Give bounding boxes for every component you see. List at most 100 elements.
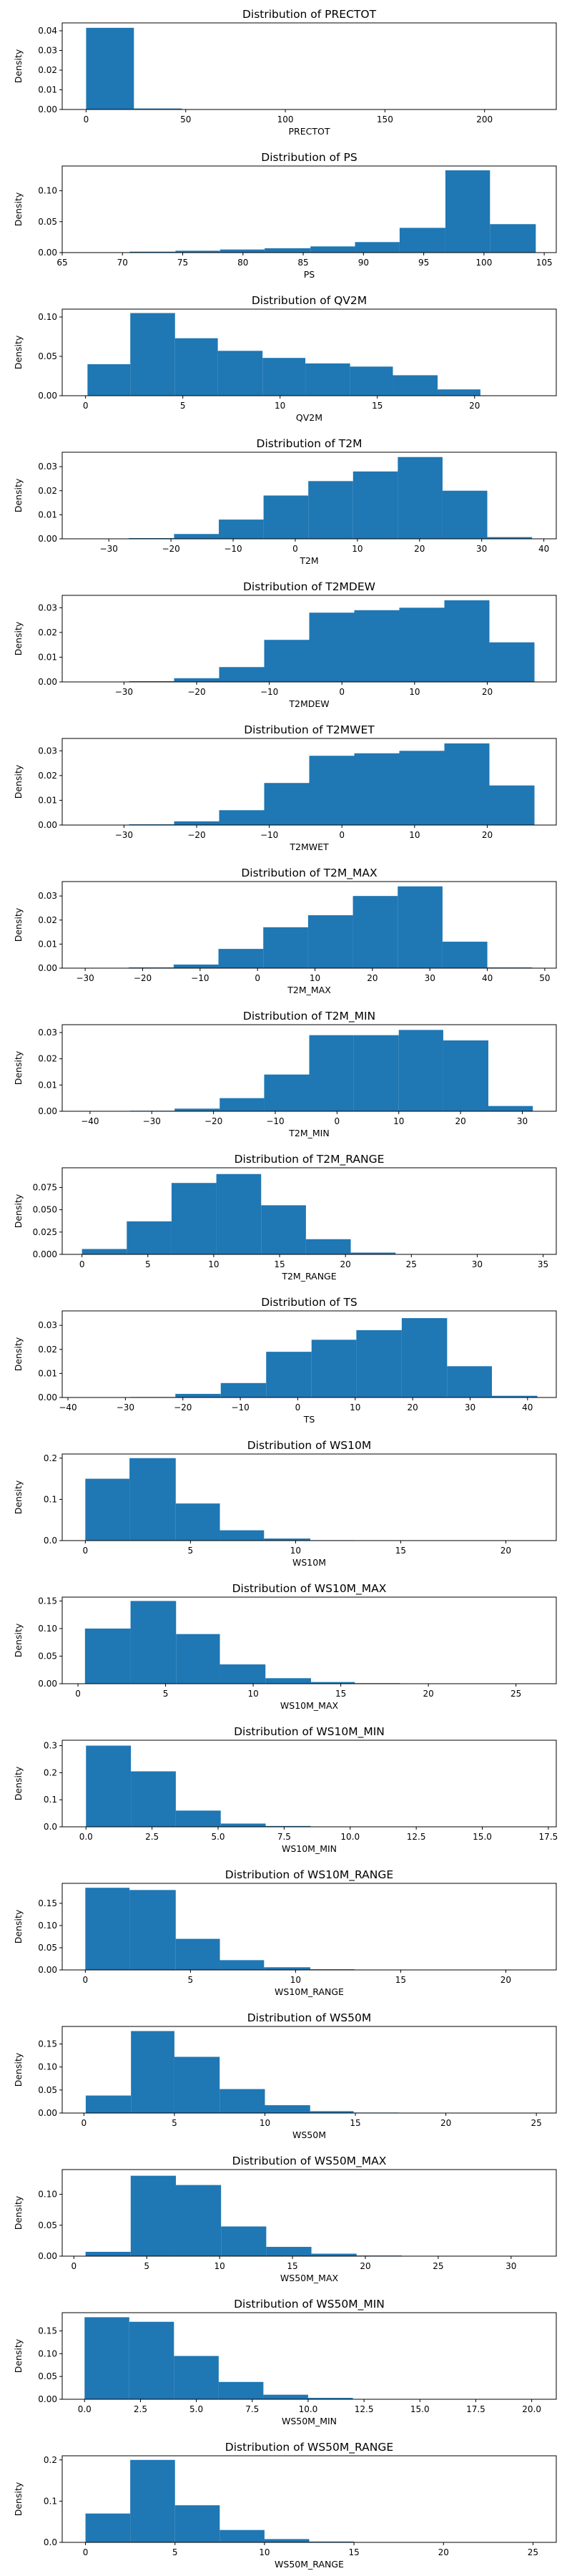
- x-axis-label: WS50M: [292, 2129, 326, 2140]
- histogram-bar: [356, 1330, 402, 1397]
- histogram-bar: [309, 1035, 354, 1111]
- y-tick-label: 0.01: [38, 795, 57, 805]
- histogram-bar: [265, 1678, 311, 1684]
- x-tick-label: 5: [172, 2547, 178, 2557]
- chart-panel: Distribution of WS50M_MIN 0.0 2.5 5.0 7.5 10.…: [13, 2298, 557, 2426]
- x-tick-label: 10.0: [340, 1832, 360, 1842]
- y-axis-label: Density: [13, 764, 24, 799]
- axes-frame: [61, 738, 557, 826]
- histogram-bar: [438, 389, 480, 396]
- y-tick-label: 0.15: [38, 1898, 57, 1908]
- chart-panel: Distribution of QV2M 0 5 10 15 20 0.00 0.05 0.10…: [13, 294, 557, 423]
- y-tick-label: 0.10: [38, 1624, 57, 1634]
- histogram-bar: [352, 471, 398, 539]
- chart-title: Distribution of WS10M_MAX: [232, 1582, 387, 1596]
- x-tick-label: 30: [506, 2261, 516, 2271]
- y-tick-label: 0.2: [44, 2455, 57, 2465]
- y-tick-label: 0.00: [38, 2394, 57, 2404]
- x-tick-label: 10.0: [299, 2404, 318, 2414]
- x-tick-label: −20: [187, 830, 205, 840]
- x-tick-label: 10: [290, 1975, 301, 1985]
- x-tick-label: 0: [82, 2118, 87, 2128]
- histogram-bar: [85, 1888, 130, 1970]
- axes-frame: [61, 2312, 557, 2400]
- x-tick-label: −30: [100, 544, 118, 554]
- x-tick-label: 0: [295, 1402, 301, 1413]
- x-tick-label: 15: [395, 1546, 406, 1556]
- chart-panel: Distribution of T2M_MIN −40 −30 −20 −10 0 10 20…: [13, 1010, 557, 1138]
- x-tick-label: 20: [500, 1546, 511, 1556]
- axes-frame: [61, 452, 557, 540]
- histogram-bar: [218, 949, 264, 968]
- y-tick-label: 0.050: [33, 1205, 57, 1215]
- x-tick-label: 5.0: [211, 1832, 225, 1842]
- x-tick-label: 0: [75, 1689, 81, 1699]
- y-tick-label: 0.03: [38, 1028, 57, 1038]
- histogram-bar: [309, 613, 355, 682]
- histogram-bar: [487, 967, 533, 968]
- x-tick-label: 20: [423, 1689, 433, 1699]
- x-tick-label: 30: [476, 544, 487, 554]
- histogram-bar: [353, 1035, 399, 1111]
- histogram-bar: [174, 338, 218, 396]
- chart-panel: Distribution of WS10M 0 5 10 15 20 0.0 0.1 0.2 WS…: [13, 1439, 557, 1568]
- histogram-bar: [85, 2513, 131, 2542]
- x-tick-label: 50: [180, 114, 191, 125]
- histogram-bar: [311, 2253, 357, 2256]
- histogram-bar: [263, 2394, 308, 2399]
- y-tick-label: 0.01: [38, 509, 57, 519]
- histogram-bar: [175, 250, 220, 253]
- x-tick-label: 35: [538, 1259, 548, 1269]
- x-tick-label: 17.5: [466, 2404, 485, 2414]
- y-axis-label: Density: [13, 2482, 24, 2516]
- y-tick-label: 0.05: [38, 217, 57, 227]
- histogram-bar: [265, 248, 311, 253]
- histogram-bar: [129, 2321, 174, 2399]
- x-tick-label: −20: [174, 1402, 192, 1413]
- x-tick-label: 10: [310, 973, 320, 983]
- x-tick-label: 0: [83, 2547, 89, 2557]
- x-tick-label: 40: [522, 1402, 533, 1413]
- y-tick-label: 0.000: [33, 1249, 57, 1259]
- x-tick-label: 25: [511, 1689, 521, 1699]
- histogram-bar: [129, 824, 174, 825]
- y-tick-label: 0.0: [44, 1536, 57, 1546]
- x-tick-label: −20: [134, 973, 152, 983]
- y-axis-label: Density: [13, 1909, 24, 1943]
- histogram-bar: [82, 1249, 127, 1254]
- x-tick-label: 5: [145, 1259, 151, 1269]
- histogram-bar: [350, 1252, 396, 1254]
- x-tick-label: 0: [83, 1975, 89, 1985]
- x-tick-label: −30: [117, 1402, 134, 1413]
- x-tick-label: −10: [224, 544, 242, 554]
- axes-frame: [61, 1596, 557, 1684]
- axes-frame: [61, 1310, 557, 1398]
- axes-frame: [61, 1740, 557, 1828]
- histogram-bar: [129, 967, 174, 968]
- histogram-bar: [264, 1538, 310, 1541]
- x-tick-label: 25: [528, 2547, 538, 2557]
- y-axis-label: Density: [13, 49, 24, 83]
- histogram-bar: [85, 2251, 131, 2256]
- x-tick-label: −40: [81, 1116, 99, 1126]
- x-tick-label: 10: [214, 2261, 225, 2271]
- x-axis-label: PRECTOT: [289, 126, 330, 137]
- histogram-bar: [219, 519, 264, 539]
- x-tick-label: 0: [84, 114, 89, 125]
- x-tick-label: 30: [517, 1116, 528, 1126]
- histogram-bar: [355, 242, 400, 253]
- x-tick-label: 25: [531, 2118, 542, 2128]
- y-tick-label: 0.15: [38, 2326, 57, 2336]
- x-tick-label: 12.5: [355, 2404, 374, 2414]
- histogram-bar: [130, 2175, 176, 2256]
- histogram-bar: [84, 1628, 131, 1684]
- y-axis-label: Density: [13, 1480, 24, 1514]
- x-tick-label: 10: [350, 1402, 360, 1413]
- y-axis-label: Density: [13, 1050, 24, 1085]
- x-tick-label: −30: [143, 1116, 161, 1126]
- y-tick-label: 0.1: [44, 1795, 57, 1805]
- histogram-bar: [350, 366, 393, 396]
- chart-title: Distribution of T2M_RANGE: [235, 1153, 385, 1166]
- histogram-bar: [310, 2111, 354, 2113]
- histogram-bar: [220, 1382, 267, 1397]
